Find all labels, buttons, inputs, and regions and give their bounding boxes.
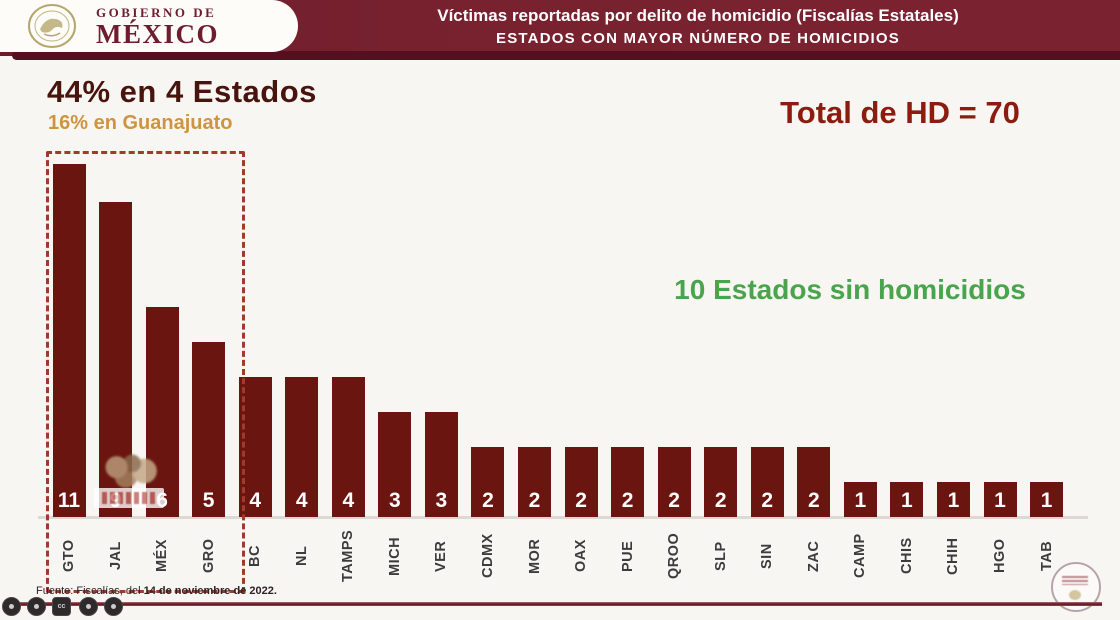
bar-value-label: 2 <box>761 489 774 512</box>
state-label-CHIH: CHIH <box>945 537 962 575</box>
eagle-seal-icon <box>28 4 76 48</box>
player-control-icon[interactable] <box>2 597 21 616</box>
header-titles: Víctimas reportadas por delito de homici… <box>292 0 1104 52</box>
bar-QROO: 2 <box>657 447 691 517</box>
bar-GRO: 5 <box>192 342 226 517</box>
bar-CDMX: 2 <box>471 447 505 517</box>
state-label-CHIS: CHIS <box>898 537 915 575</box>
bar-value-label: 1 <box>854 489 867 512</box>
player-control-icon[interactable] <box>27 597 46 616</box>
bar-value-label: 4 <box>249 489 262 512</box>
bar-SLP: 2 <box>704 447 738 517</box>
x-axis-line <box>38 516 1088 519</box>
bar-value-label: 2 <box>482 489 494 512</box>
bar-HGO: 1 <box>983 482 1017 517</box>
source-note: Fuente: Fiscalías, del 14 de noviembre d… <box>36 585 277 597</box>
bar-value-label: 1 <box>1040 489 1053 512</box>
control-glyph <box>86 604 91 609</box>
bar-OAX: 2 <box>564 447 598 517</box>
bar-value-label: 2 <box>575 489 587 512</box>
bar-value-label: 11 <box>57 489 81 512</box>
gobierno-watermark <box>92 450 166 530</box>
state-label-CDMX: CDMX <box>479 533 496 579</box>
bar-value-label: 2 <box>807 489 820 512</box>
control-glyph <box>34 604 39 609</box>
headline-44-percent: 44% en 4 Estados <box>47 74 317 109</box>
top4-highlight-box <box>46 151 245 593</box>
state-label-NL: NL <box>293 545 310 567</box>
bar-value-label: 2 <box>621 489 634 512</box>
header-title-line1: Víctimas reportadas por delito de homici… <box>437 5 959 25</box>
bar-PUE: 2 <box>611 447 645 517</box>
control-glyph <box>9 604 14 609</box>
bar-GTO: 11 <box>52 164 86 517</box>
state-label-TAMPS: TAMPS <box>340 529 357 583</box>
state-label-HGO: HGO <box>992 538 1008 574</box>
player-control-icon[interactable] <box>79 597 98 616</box>
bar-CHIH: 1 <box>936 482 970 517</box>
bar-value-label: 3 <box>435 489 448 512</box>
bar-ZAC: 2 <box>797 447 831 517</box>
state-label-MICH: MICH <box>386 536 403 576</box>
bar-value-label: 1 <box>994 489 1006 512</box>
state-label-MOR: MOR <box>526 538 543 574</box>
state-label-QROO: QROO <box>666 532 683 580</box>
bar-value-label: 3 <box>389 489 401 512</box>
bar-MOR: 2 <box>518 447 551 517</box>
bar-value-label: 2 <box>714 489 727 512</box>
state-label-BC: BC <box>247 545 264 567</box>
bar-CHIS: 1 <box>890 482 924 517</box>
state-label-SLP: SLP <box>712 541 729 571</box>
bar-MICH: 3 <box>378 412 412 517</box>
total-hd-label: Total de HD = 70 <box>780 95 1020 130</box>
bar-value-label: 2 <box>668 489 680 512</box>
state-label-SIN: SIN <box>759 543 776 569</box>
bar-VER: 3 <box>424 412 458 517</box>
bar-TAMPS: 4 <box>331 377 365 517</box>
bottom-rule <box>10 602 1102 606</box>
brand-text: GOBIERNO DE MÉXICO <box>96 6 219 48</box>
bar-SIN: 2 <box>750 447 784 517</box>
state-label-ZAC: ZAC <box>805 540 822 572</box>
state-label-VER: VER <box>433 540 450 572</box>
bar-NL: 4 <box>285 377 319 517</box>
bar-value-label: 5 <box>202 489 215 512</box>
bar-CAMP: 1 <box>843 482 877 517</box>
control-glyph <box>111 604 116 609</box>
state-label-PUE: PUE <box>619 540 636 572</box>
watermark-figures <box>98 452 160 490</box>
watermark-band-text <box>102 492 156 504</box>
zero-states-label: 10 Estados sin homicidios <box>674 274 1026 305</box>
source-prefix: Fuente: Fiscalías, del <box>36 585 144 597</box>
header-title-line2: ESTADOS CON MAYOR NÚMERO DE HOMICIDIOS <box>496 29 900 47</box>
state-label-OAX: OAX <box>573 539 590 573</box>
seal-watermark-text <box>1062 576 1088 585</box>
bar-value-label: 4 <box>295 489 308 512</box>
government-logo: GOBIERNO DE MÉXICO <box>0 0 298 52</box>
player-control-icon[interactable] <box>104 597 123 616</box>
state-label-CAMP: CAMP <box>852 533 869 579</box>
watermark-band <box>94 488 164 508</box>
captions-badge-icon[interactable]: cc <box>52 597 71 616</box>
source-date: 14 de noviembre de 2022. <box>143 585 277 597</box>
bar-value-label: 1 <box>947 489 960 512</box>
seal-watermark-dot <box>1069 590 1081 600</box>
brand-line2: MÉXICO <box>96 19 219 49</box>
bar-value-label: 2 <box>528 489 541 512</box>
header-underline <box>12 51 1120 60</box>
bar-value-label: 4 <box>342 489 355 512</box>
bar-TAB: 1 <box>1030 482 1064 517</box>
bar-value-label: 1 <box>901 489 913 512</box>
subheadline-guanajuato: 16% en Guanajuato <box>48 112 233 134</box>
brand-line1: GOBIERNO DE <box>96 5 217 20</box>
